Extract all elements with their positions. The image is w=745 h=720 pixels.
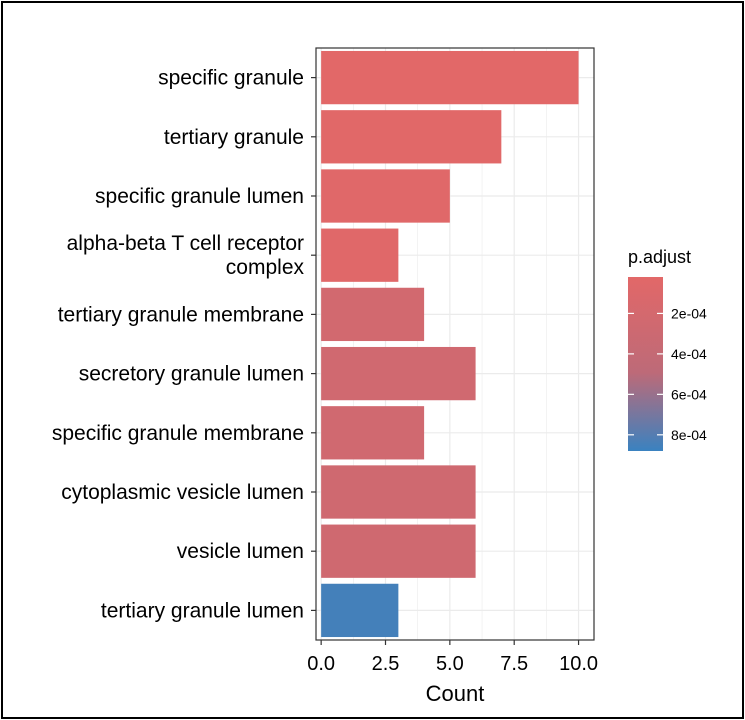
x-tick-label: 0.0 — [307, 653, 335, 675]
bar-specific-granule-membrane — [321, 406, 425, 460]
y-axis: specific granule tertiary granule specific… — [52, 67, 316, 622]
legend-ticks: 2e-04 4e-04 6e-04 8e-04 — [628, 305, 707, 443]
bar-specific-granule — [321, 50, 579, 105]
x-tick-label: 10.0 — [559, 653, 598, 675]
x-tick-label: 2.5 — [372, 653, 400, 675]
category-label: specific granule membrane — [52, 422, 304, 445]
bar-cytoplasmic-vesicle-lumen — [321, 465, 476, 519]
legend-tick-label: 2e-04 — [671, 305, 707, 321]
x-axis-title: Count — [426, 681, 485, 706]
color-legend: p.adjust 2e-04 4e-04 6e-04 8e-04 — [628, 247, 707, 451]
bar-alpha-beta-t-cell-receptor-complex — [321, 228, 399, 282]
category-label: tertiary granule membrane — [58, 303, 304, 326]
category-label: alpha-beta T cell receptor — [67, 232, 304, 255]
category-label: secretory granule lumen — [79, 363, 304, 386]
bar-vesicle-lumen — [321, 524, 476, 578]
legend-title: p.adjust — [628, 247, 691, 267]
bar-tertiary-granule-lumen — [321, 583, 399, 638]
category-label: vesicle lumen — [177, 540, 304, 563]
x-tick-label: 5.0 — [436, 653, 464, 675]
category-label: cytoplasmic vesicle lumen — [61, 481, 304, 504]
legend-tick-label: 6e-04 — [671, 386, 707, 402]
legend-tick-label: 8e-04 — [671, 427, 707, 443]
bars — [321, 50, 579, 638]
bar-secretory-granule-lumen — [321, 346, 476, 401]
category-label: specific granule lumen — [95, 185, 304, 208]
bar-tertiary-granule-membrane — [321, 287, 425, 342]
category-label: specific granule — [158, 67, 304, 90]
bar-tertiary-granule — [321, 110, 502, 164]
legend-colorbar — [628, 277, 663, 451]
legend-tick-label: 4e-04 — [671, 346, 707, 362]
plot-panel — [315, 47, 595, 641]
x-axis: 0.0 2.5 5.0 7.5 10.0 — [307, 640, 598, 675]
category-label: complex — [226, 256, 305, 279]
bar-specific-granule-lumen — [321, 169, 450, 223]
x-tick-label: 7.5 — [500, 653, 528, 675]
category-label: tertiary granule lumen — [101, 599, 304, 622]
category-label: tertiary granule — [164, 126, 304, 149]
